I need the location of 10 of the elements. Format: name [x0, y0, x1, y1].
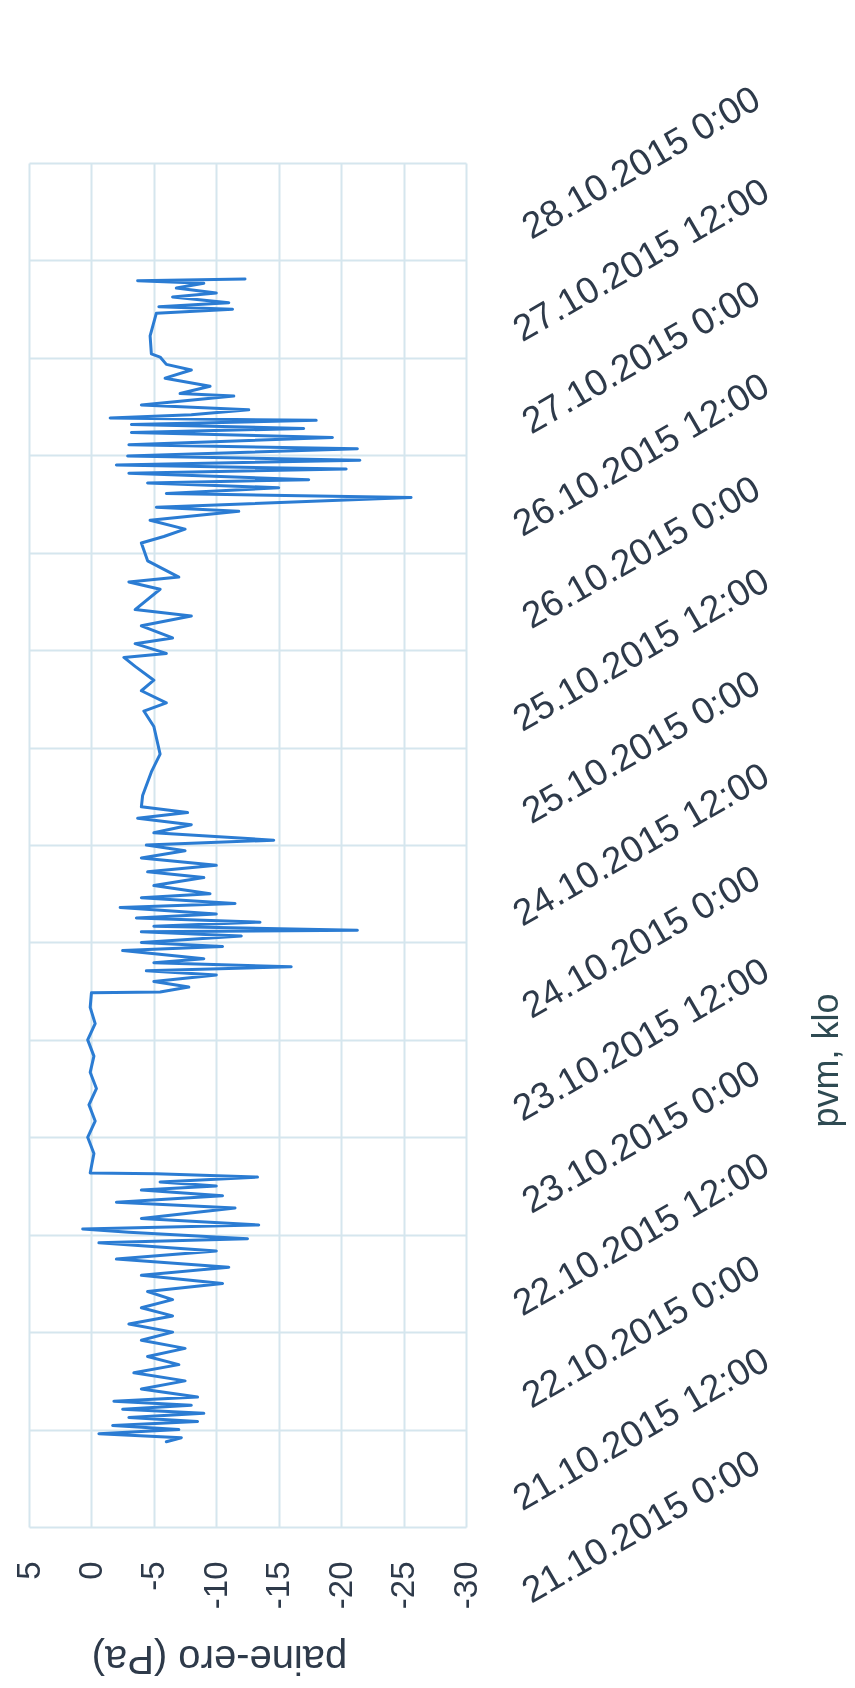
x-tick-label: -20 [321, 1561, 359, 1610]
x-tick-label: 0 [71, 1561, 109, 1580]
x-tick-label: -30 [446, 1561, 484, 1610]
x-axis-title: paine-ero (Pa) [91, 1637, 348, 1682]
x-tick-label: -25 [384, 1561, 422, 1610]
y-axis-title: pvm, klo [804, 993, 846, 1128]
x-tick-label: 5 [9, 1561, 47, 1580]
x-tick-label: -15 [259, 1561, 297, 1610]
x-tick-label: -5 [134, 1561, 172, 1591]
x-tick-label: -10 [196, 1561, 234, 1610]
